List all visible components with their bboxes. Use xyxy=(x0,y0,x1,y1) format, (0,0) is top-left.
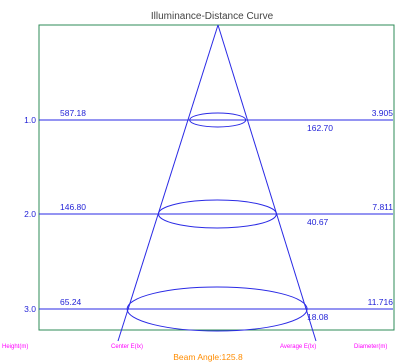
beam-spot-ellipse xyxy=(189,112,247,128)
center-illuminance-axis-label: Center E(lx) xyxy=(111,344,143,350)
beam-cone xyxy=(117,24,317,342)
average-illuminance-value: 40.67 xyxy=(307,217,329,227)
plot-frame xyxy=(38,24,395,331)
beam-right-edge xyxy=(217,24,317,342)
average-illuminance-axis-label: Average E(lx) xyxy=(280,344,316,350)
diameter-axis-label: Diameter(m) xyxy=(354,344,387,350)
beam-left-edge xyxy=(117,24,219,342)
center-illuminance-value: 587.18 xyxy=(60,108,86,118)
average-illuminance-value: 162.70 xyxy=(307,123,333,133)
beam-spot-ellipse xyxy=(126,286,308,332)
height-axis-label: Height(m) xyxy=(2,344,28,350)
center-illuminance-value: 146.80 xyxy=(60,202,86,212)
beam-angle-label: Beam Angle:125.8 xyxy=(173,352,243,362)
center-illuminance-value: 65.24 xyxy=(60,297,82,307)
distance-rows: 1.0 587.18 162.70 3.905 2.0 146.80 40.67 7.811 3… xyxy=(24,108,394,332)
beam-spot-ellipse xyxy=(157,199,277,229)
diameter-value: 3.905 xyxy=(372,108,394,118)
average-illuminance-value: 18.08 xyxy=(307,312,329,322)
height-tick-label: 3.0 xyxy=(24,304,36,314)
diameter-value: 7.811 xyxy=(372,202,393,212)
diameter-value: 11.716 xyxy=(368,297,394,307)
height-tick-label: 1.0 xyxy=(24,115,36,125)
height-tick-label: 2.0 xyxy=(24,209,36,219)
chart-title: Illuminance-Distance Curve xyxy=(151,11,274,22)
